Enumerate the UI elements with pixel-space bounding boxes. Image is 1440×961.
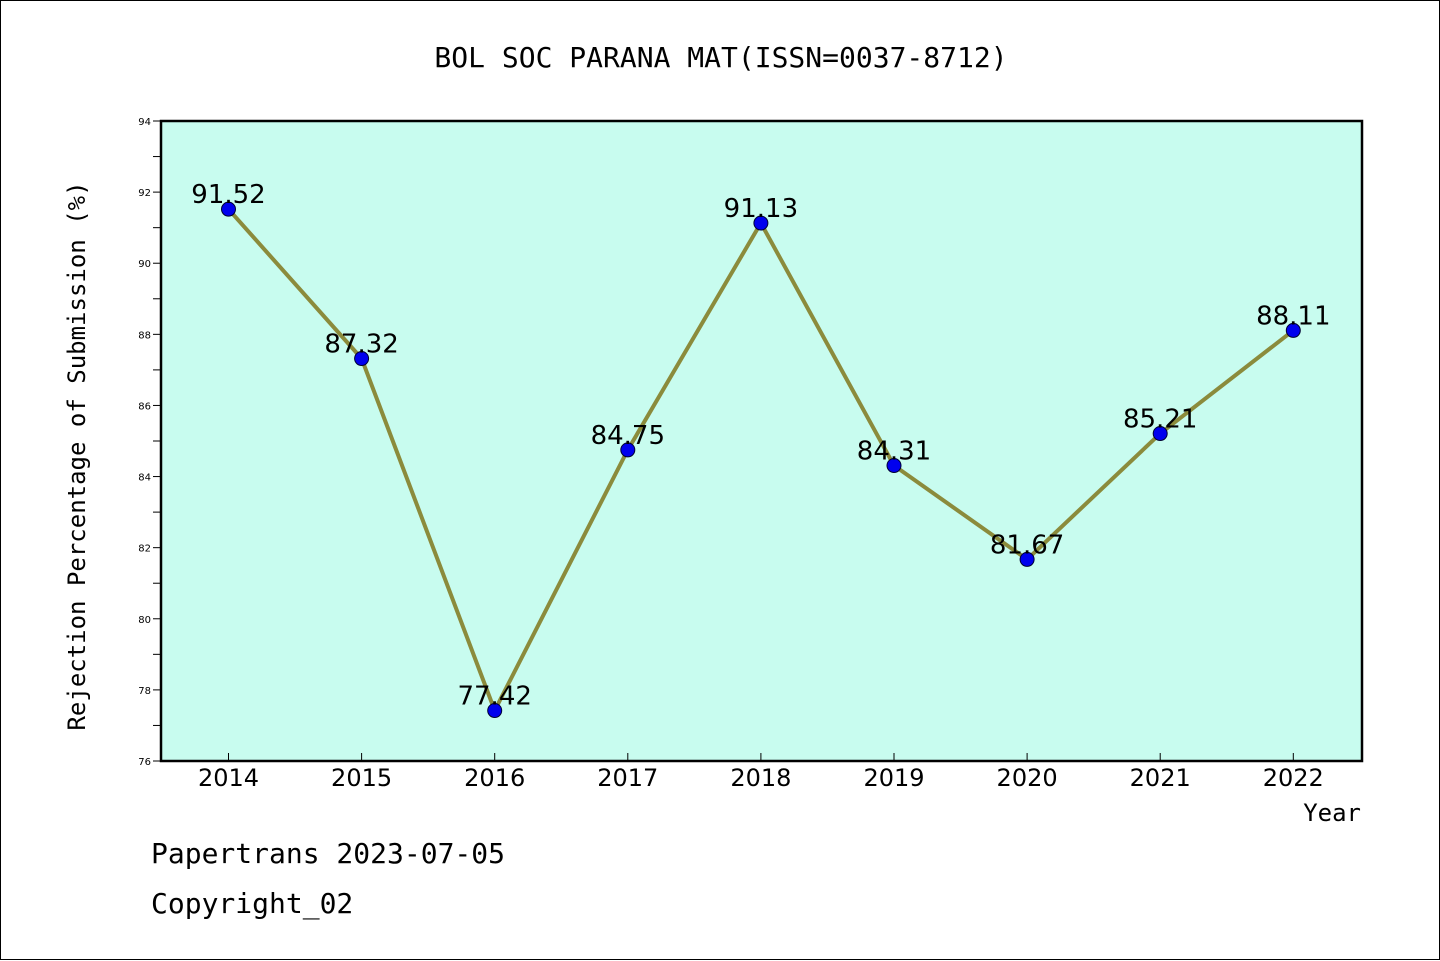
y-tick-label: 84 (138, 473, 151, 484)
y-tick-label: 80 (138, 615, 151, 626)
x-tick-label: 2022 (1263, 764, 1324, 792)
data-point-2022 (1285, 322, 1301, 338)
x-tick-label: 2014 (198, 764, 259, 792)
data-label-2022: 88.11 (1256, 301, 1330, 331)
footer-copyright: Copyright_02 (151, 887, 354, 920)
data-labels: 91.52 87.32 77.42 84.75 91.13 84.31 81.67 85.21… (191, 180, 1330, 711)
x-tick-label: 2018 (730, 764, 791, 792)
data-label-2020: 81.67 (990, 530, 1064, 560)
data-point-2016 (487, 703, 503, 719)
footer-papertrans: Papertrans 2023-07-05 (151, 837, 506, 870)
data-point-2015 (354, 351, 370, 367)
y-axis-label: Rejection Percentage of Submission (%) (63, 181, 91, 730)
chart-title: BOL SOC PARANA MAT(ISSN=0037-8712) (434, 41, 1007, 74)
x-tick-label: 2016 (464, 764, 525, 792)
x-axis-ticks: 2014 2015 2016 2017 2018 2019 2020 2021 2022 (198, 753, 1324, 792)
x-tick-label: 2017 (597, 764, 658, 792)
y-tick-label: 92 (138, 188, 151, 199)
data-label-2015: 87.32 (324, 330, 398, 360)
data-point-2020 (1019, 551, 1035, 567)
data-point-2014 (221, 201, 236, 217)
y-tick-label: 94 (138, 117, 151, 128)
y-tick-label: 82 (138, 544, 151, 555)
series-points (221, 201, 1301, 719)
y-tick-label: 88 (138, 330, 151, 341)
x-tick-label: 2021 (1130, 764, 1191, 792)
data-point-2021 (1152, 426, 1168, 442)
data-label-2017: 84.75 (591, 421, 665, 451)
data-label-2021: 85.21 (1123, 405, 1197, 435)
y-tick-label: 78 (138, 686, 151, 697)
data-point-2018 (753, 215, 769, 231)
y-tick-label: 86 (138, 401, 151, 412)
x-tick-label: 2019 (863, 764, 924, 792)
data-label-2016: 77.42 (457, 682, 531, 712)
y-axis-ticks: 76 78 80 82 84 86 88 90 92 94 (138, 117, 161, 768)
x-tick-label: 2020 (997, 764, 1058, 792)
data-label-2019: 84.31 (857, 437, 931, 467)
data-label-2014: 91.52 (191, 180, 265, 210)
data-point-2019 (886, 458, 902, 474)
y-tick-label: 76 (138, 757, 151, 768)
x-axis-label: Year (1303, 799, 1361, 827)
data-label-2018: 91.13 (724, 194, 798, 224)
data-point-2017 (620, 442, 636, 458)
y-tick-label: 90 (138, 259, 151, 270)
x-tick-label: 2015 (331, 764, 392, 792)
